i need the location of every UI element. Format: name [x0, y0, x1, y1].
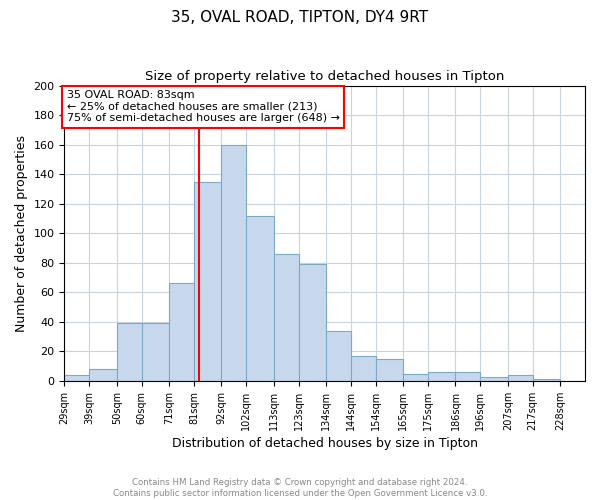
- Bar: [274, 254, 299, 381]
- Bar: [142, 324, 169, 381]
- Bar: [299, 264, 326, 381]
- Bar: [428, 372, 455, 381]
- Bar: [481, 376, 508, 381]
- Text: 35 OVAL ROAD: 83sqm
← 25% of detached houses are smaller (213)
75% of semi-detac: 35 OVAL ROAD: 83sqm ← 25% of detached ho…: [67, 90, 340, 123]
- Bar: [351, 356, 376, 381]
- Bar: [533, 380, 560, 381]
- Bar: [117, 324, 142, 381]
- Y-axis label: Number of detached properties: Number of detached properties: [15, 135, 28, 332]
- Text: 35, OVAL ROAD, TIPTON, DY4 9RT: 35, OVAL ROAD, TIPTON, DY4 9RT: [172, 10, 428, 25]
- Bar: [403, 374, 428, 381]
- Bar: [376, 359, 403, 381]
- Bar: [326, 330, 351, 381]
- Bar: [455, 372, 481, 381]
- Title: Size of property relative to detached houses in Tipton: Size of property relative to detached ho…: [145, 70, 505, 83]
- Bar: [194, 182, 221, 381]
- Bar: [508, 375, 533, 381]
- X-axis label: Distribution of detached houses by size in Tipton: Distribution of detached houses by size …: [172, 437, 478, 450]
- Bar: [169, 284, 194, 381]
- Bar: [246, 216, 274, 381]
- Bar: [64, 375, 89, 381]
- Text: Contains HM Land Registry data © Crown copyright and database right 2024.
Contai: Contains HM Land Registry data © Crown c…: [113, 478, 487, 498]
- Bar: [221, 144, 246, 381]
- Bar: [89, 369, 117, 381]
